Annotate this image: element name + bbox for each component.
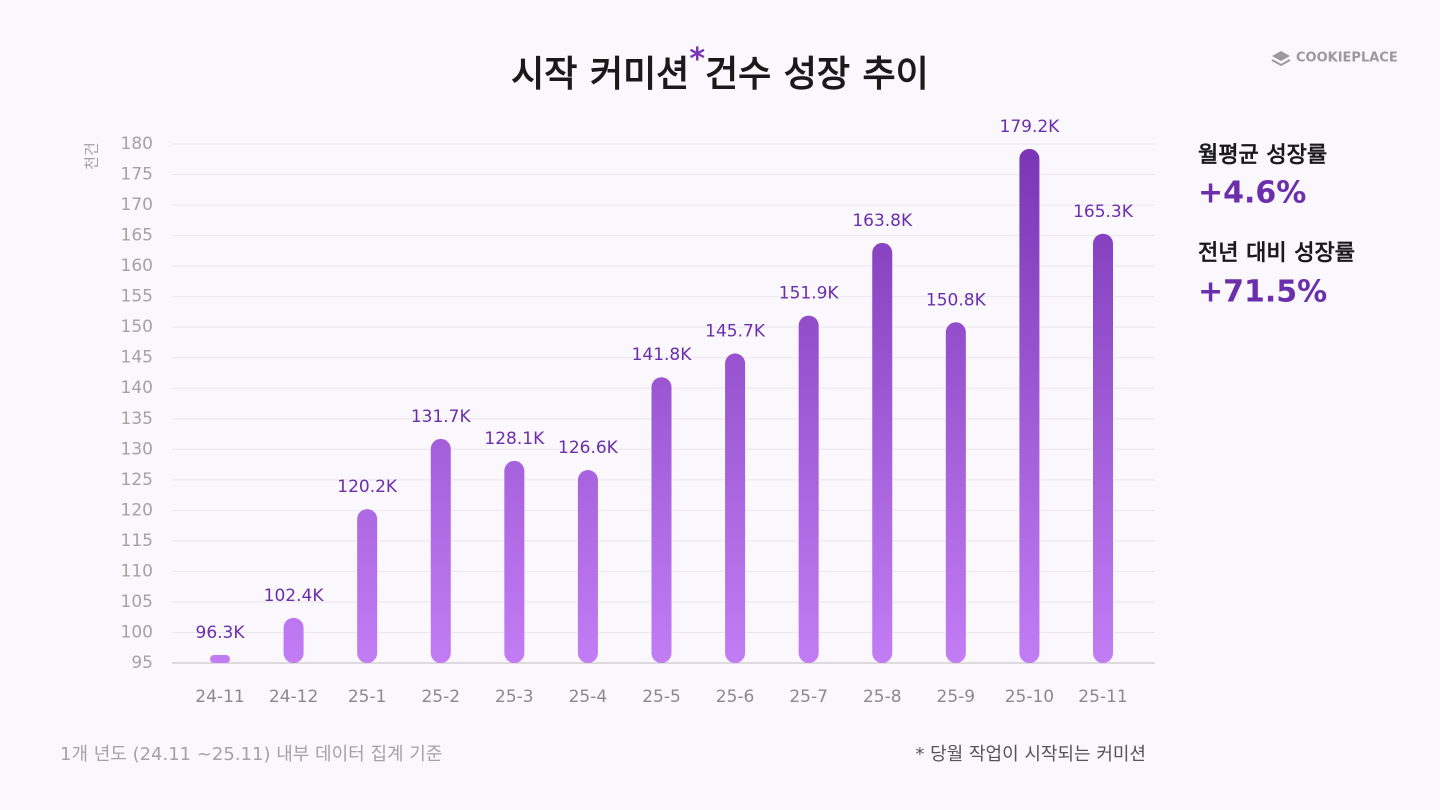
bar (651, 377, 672, 663)
value-label: 126.6K (558, 438, 619, 458)
value-label: 102.4K (264, 586, 325, 606)
y-tick-label: 100 (121, 622, 153, 642)
stat-value: +71.5% (1198, 275, 1327, 310)
y-tick-label: 130 (121, 439, 153, 459)
value-label: 150.8K (926, 290, 987, 310)
value-label: 141.8K (632, 345, 693, 365)
brand-logo: COOKIEPLACE (1271, 51, 1398, 67)
x-tick-label: 25-9 (937, 687, 976, 707)
y-tick-label: 140 (121, 378, 153, 398)
bar (798, 315, 819, 663)
stat-label: 월평균 성장률 (1198, 143, 1327, 168)
x-tick-label: 24-12 (269, 687, 318, 707)
title-part: 건수 성장 추이 (705, 54, 929, 95)
y-tick-label: 110 (121, 561, 153, 581)
x-tick-label: 25-3 (495, 687, 534, 707)
title-mark: * (689, 42, 705, 77)
chart-title: 시작 커미션*건수 성장 추이 (511, 42, 929, 96)
value-label: 96.3K (196, 623, 246, 643)
x-tick-label: 25-10 (1005, 687, 1054, 707)
bar (357, 509, 378, 663)
y-tick-label: 180 (121, 134, 153, 154)
value-label: 163.8K (852, 211, 913, 231)
y-tick-label: 105 (121, 592, 153, 612)
bar (1093, 233, 1113, 663)
x-tick-label: 25-8 (863, 687, 902, 707)
y-tick-label: 155 (121, 287, 153, 307)
y-axis-label: 천건 (83, 142, 101, 170)
value-label: 145.7K (705, 321, 766, 341)
value-label: 179.2K (1000, 117, 1061, 137)
y-tick-label: 135 (121, 409, 153, 429)
title-part: 시작 커미션 (511, 54, 689, 95)
bar (283, 617, 304, 663)
x-tick-label: 25-1 (348, 687, 387, 707)
bar (210, 655, 230, 663)
value-label: 151.9K (779, 284, 840, 304)
y-tick-label: 145 (121, 348, 153, 368)
brand-text: COOKIEPLACE (1296, 51, 1398, 66)
footnote: * 당월 작업이 시작되는 커미션 (915, 744, 1146, 765)
footnote: 1개 년도 (24.11 ~25.11) 내부 데이터 집계 기준 (60, 744, 442, 765)
bar (504, 460, 525, 663)
bar (1019, 148, 1040, 663)
stat-label: 전년 대비 성장률 (1198, 241, 1355, 266)
x-tick-label: 25-6 (716, 687, 755, 707)
value-label: 131.7K (411, 407, 472, 427)
bar (577, 470, 598, 663)
x-tick-label: 25-5 (642, 687, 681, 707)
bar (430, 438, 451, 663)
x-tick-label: 25-11 (1078, 687, 1127, 707)
y-tick-label: 125 (121, 470, 153, 490)
value-label: 120.2K (337, 477, 398, 497)
bar (872, 242, 893, 664)
value-label: 165.3K (1073, 202, 1134, 222)
y-tick-label: 160 (121, 256, 153, 276)
x-tick-label: 25-2 (421, 687, 460, 707)
x-tick-label: 25-7 (789, 687, 828, 707)
y-tick-label: 95 (131, 653, 153, 673)
stat-value: +4.6% (1198, 176, 1306, 211)
bar (725, 353, 746, 663)
y-tick-label: 170 (121, 195, 153, 215)
y-tick-label: 120 (121, 500, 153, 520)
value-label: 128.1K (484, 429, 545, 449)
bar (945, 322, 966, 663)
x-tick-label: 25-4 (569, 687, 608, 707)
y-tick-label: 165 (121, 226, 153, 246)
y-tick-label: 175 (121, 165, 153, 185)
x-tick-label: 24-11 (195, 687, 244, 707)
y-tick-label: 150 (121, 317, 153, 337)
y-tick-label: 115 (121, 531, 153, 551)
